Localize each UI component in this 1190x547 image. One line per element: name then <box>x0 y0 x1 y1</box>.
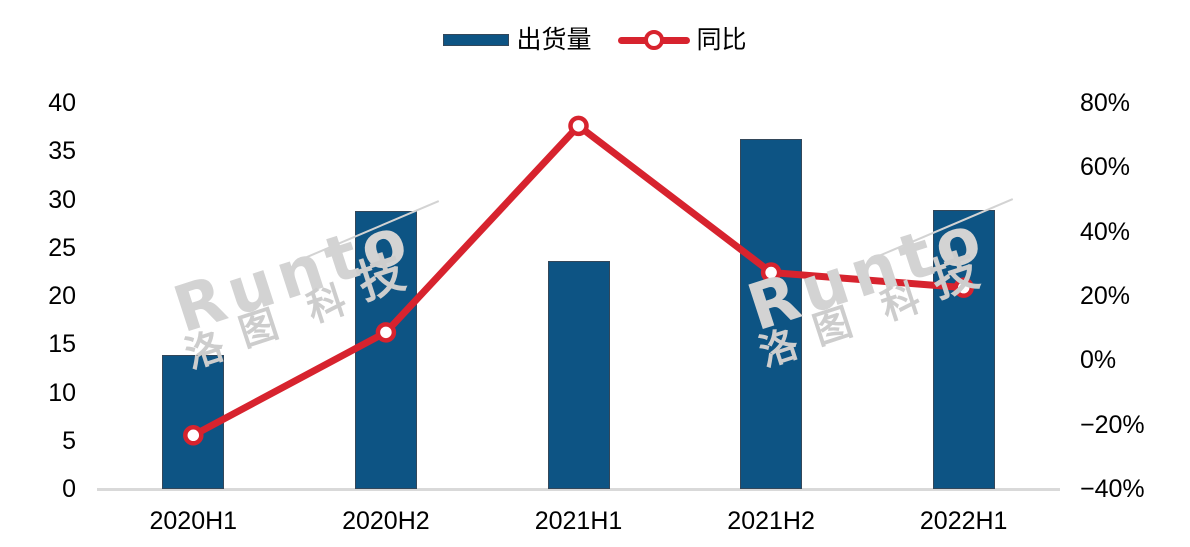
left-value-axis: 0 5 10 15 20 25 30 35 40 <box>0 0 76 547</box>
data-point-marker-2022H1 <box>953 277 974 298</box>
right-axis-tick: 40% <box>1080 217 1131 246</box>
bar-2021H2 <box>740 138 803 489</box>
right-axis-tick: 0% <box>1080 346 1117 375</box>
right-axis-tick: −20% <box>1080 410 1145 439</box>
data-point-marker-2020H2 <box>375 322 397 343</box>
left-axis-tick: 30 <box>48 185 76 214</box>
left-axis-tick: 5 <box>62 426 76 455</box>
category-label-2021H2: 2021H2 <box>727 507 815 535</box>
right-axis-tick: 20% <box>1080 282 1131 310</box>
legend-label-yoy: 同比 <box>696 26 747 54</box>
left-axis-tick: 35 <box>48 137 76 166</box>
bar-2021H1 <box>547 261 610 489</box>
data-point-marker-2021H2 <box>760 262 782 283</box>
right-axis-tick: 80% <box>1080 89 1131 117</box>
right-axis-tick: −40% <box>1080 475 1145 503</box>
bar-series-swatch-icon <box>443 34 510 46</box>
left-axis-tick: 15 <box>48 330 76 359</box>
right-axis-tick: 60% <box>1080 153 1131 182</box>
x-axis-baseline <box>97 488 1060 491</box>
right-percent-axis: −40% −20% 0% 20% 40% 60% 80% <box>1080 0 1188 547</box>
left-axis-tick: 0 <box>62 475 76 503</box>
yoy-line <box>183 115 974 446</box>
legend: 出货量 同比 <box>0 26 1190 54</box>
left-axis-tick: 25 <box>48 233 76 262</box>
legend-label-shipments: 出货量 <box>516 26 592 54</box>
category-label-2022H1: 2022H1 <box>919 507 1008 535</box>
data-point-marker-2021H1 <box>568 115 589 137</box>
left-axis-tick: 40 <box>48 89 76 117</box>
legend-item-shipments: 出货量 <box>443 26 592 54</box>
line-series-swatch-icon <box>617 30 690 50</box>
left-axis-tick: 10 <box>48 378 76 407</box>
left-axis-tick: 20 <box>48 282 76 310</box>
category-label-2020H2: 2020H2 <box>342 507 430 535</box>
legend-item-yoy: 同比 <box>617 26 747 54</box>
category-label-2020H1: 2020H1 <box>149 507 238 535</box>
line-marker-icon <box>643 30 664 50</box>
category-label-2021H1: 2021H1 <box>534 507 623 535</box>
data-point-marker-2020H1 <box>183 425 204 446</box>
